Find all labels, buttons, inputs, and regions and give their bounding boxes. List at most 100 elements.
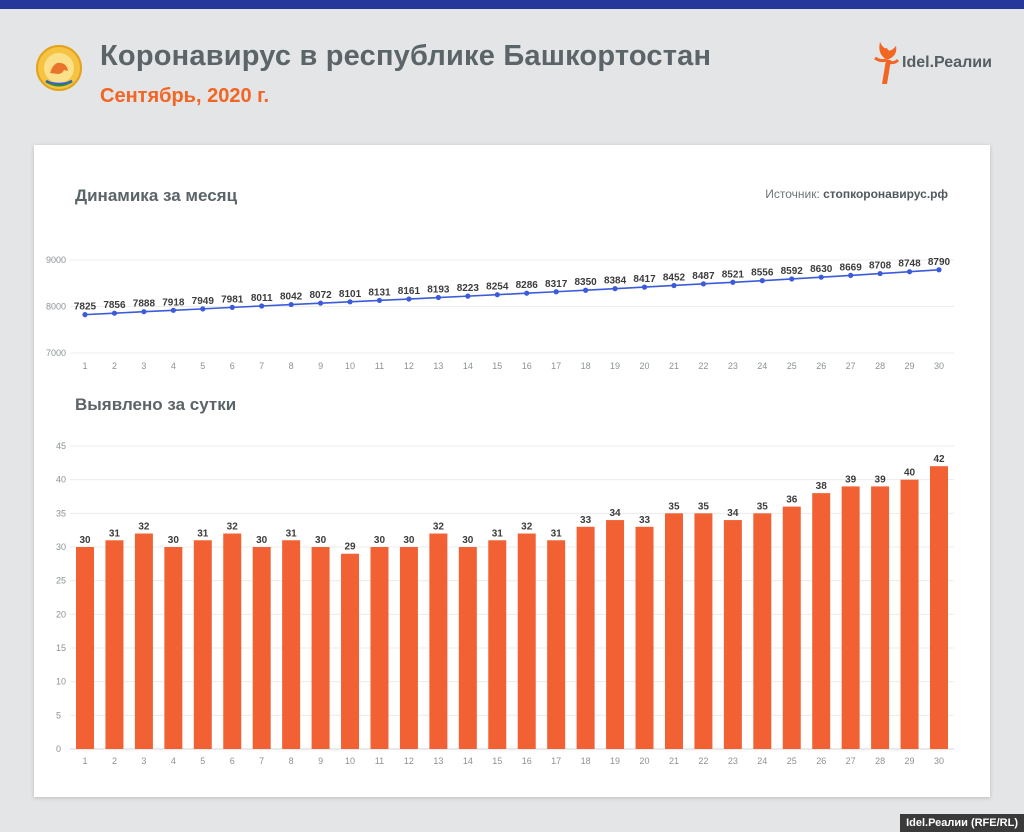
line-point [906, 269, 913, 275]
chart-card: Динамика за месяц Источник: стопкоронави… [34, 145, 990, 797]
line-point [848, 272, 854, 278]
line-x-tick-label: 2 [112, 361, 117, 371]
bar-data-label: 32 [521, 522, 533, 533]
bar [164, 547, 183, 749]
bar-x-tick-label: 28 [875, 756, 885, 766]
line-x-tick-label: 22 [698, 361, 708, 371]
bar-data-label: 31 [492, 528, 504, 539]
bar-data-label: 29 [344, 542, 356, 553]
line-data-label: 8452 [663, 272, 686, 283]
bar-y-tick-label: 10 [56, 677, 66, 687]
line-y-tick-label: 8000 [46, 302, 66, 312]
bar-x-tick-label: 16 [522, 756, 532, 766]
bar-data-label: 30 [256, 535, 268, 546]
bar-data-label: 39 [845, 474, 857, 485]
line-x-tick-label: 28 [875, 361, 885, 371]
bar [782, 506, 801, 749]
page-subtitle: Сентябрь, 2020 г. [100, 85, 270, 107]
bar-data-label: 33 [639, 515, 651, 526]
line-point [141, 309, 147, 315]
line-data-label: 7825 [74, 302, 97, 313]
bar [694, 513, 713, 749]
bar-data-label: 30 [374, 535, 386, 546]
bar-data-label: 35 [668, 501, 680, 512]
bar-data-label: 33 [580, 515, 592, 526]
bar-x-tick-label: 14 [463, 756, 473, 766]
line-data-label: 7856 [103, 300, 126, 311]
line-point [671, 282, 677, 289]
line-data-label: 8521 [722, 269, 745, 280]
line-data-label: 8254 [486, 282, 509, 293]
bar-x-tick-label: 8 [289, 756, 294, 766]
line-point [465, 293, 471, 299]
line-data-label: 7918 [162, 297, 185, 308]
bar-data-label: 32 [433, 522, 445, 533]
bar [723, 520, 742, 749]
line-data-label: 8350 [574, 277, 597, 288]
bar-y-tick-label: 35 [56, 508, 66, 518]
bar-data-label: 30 [462, 535, 474, 546]
line-x-tick-label: 17 [551, 361, 561, 371]
line-x-tick-label: 14 [463, 361, 473, 371]
bar [576, 526, 595, 749]
bar-x-tick-label: 22 [698, 756, 708, 766]
bar [370, 547, 389, 749]
line-point [553, 289, 559, 295]
bar-x-tick-label: 26 [816, 756, 826, 766]
bar-data-label: 36 [786, 495, 798, 506]
line-point [259, 303, 265, 309]
bar-x-tick-label: 17 [551, 756, 561, 766]
bar-y-tick-label: 15 [56, 643, 66, 653]
bar-data-label: 32 [138, 522, 150, 533]
bar-x-tick-label: 11 [375, 756, 384, 766]
line-data-label: 7888 [133, 299, 156, 310]
bar-data-label: 30 [315, 535, 327, 546]
line-x-tick-label: 6 [230, 361, 235, 371]
bar-x-tick-label: 12 [404, 756, 414, 766]
line-data-label: 8630 [810, 264, 833, 275]
bar [900, 479, 919, 749]
line-x-tick-label: 24 [757, 361, 767, 371]
bar-data-label: 32 [227, 522, 239, 533]
bar-y-tick-label: 45 [56, 441, 66, 451]
bar [223, 533, 242, 749]
bar [252, 547, 271, 749]
brand-name: Idel.Реалии [902, 54, 992, 71]
line-data-label: 8487 [692, 271, 715, 282]
bar [341, 553, 360, 749]
line-x-tick-label: 8 [289, 361, 294, 371]
bar-x-tick-label: 7 [259, 756, 264, 766]
line-x-tick-label: 4 [171, 361, 176, 371]
line-data-label: 8286 [516, 280, 539, 291]
bashkortostan-emblem-icon [36, 45, 82, 91]
line-data-label: 8556 [751, 268, 774, 279]
source-note: Источник: стопкоронавирус.рф [765, 187, 948, 201]
bar [134, 533, 153, 749]
line-point [170, 307, 176, 313]
line-x-tick-label: 10 [345, 361, 355, 371]
bar-x-tick-label: 9 [318, 756, 323, 766]
line-point [347, 299, 353, 305]
bar [76, 547, 94, 749]
line-point [583, 287, 589, 293]
bar [458, 547, 477, 749]
line-x-tick-label: 23 [728, 361, 738, 371]
source-value: стопкоронавирус.рф [823, 187, 948, 201]
bar-data-label: 35 [757, 501, 769, 512]
line-point [936, 267, 942, 273]
bar [311, 547, 330, 749]
line-data-label: 8131 [368, 287, 391, 298]
bar [547, 540, 566, 749]
line-data-label: 8708 [869, 261, 892, 272]
line-x-tick-label: 9 [318, 361, 323, 371]
line-data-label: 8417 [633, 274, 656, 285]
bar-chart-title: Выявлено за сутки [75, 395, 237, 414]
line-point [524, 290, 530, 296]
line-point [789, 276, 795, 282]
line-y-tick-label: 9000 [46, 255, 66, 265]
bar [105, 540, 124, 749]
bar [488, 540, 507, 749]
bar-data-label: 38 [816, 481, 828, 492]
line-point [818, 274, 824, 280]
line-y-tick-label: 7000 [46, 348, 66, 358]
